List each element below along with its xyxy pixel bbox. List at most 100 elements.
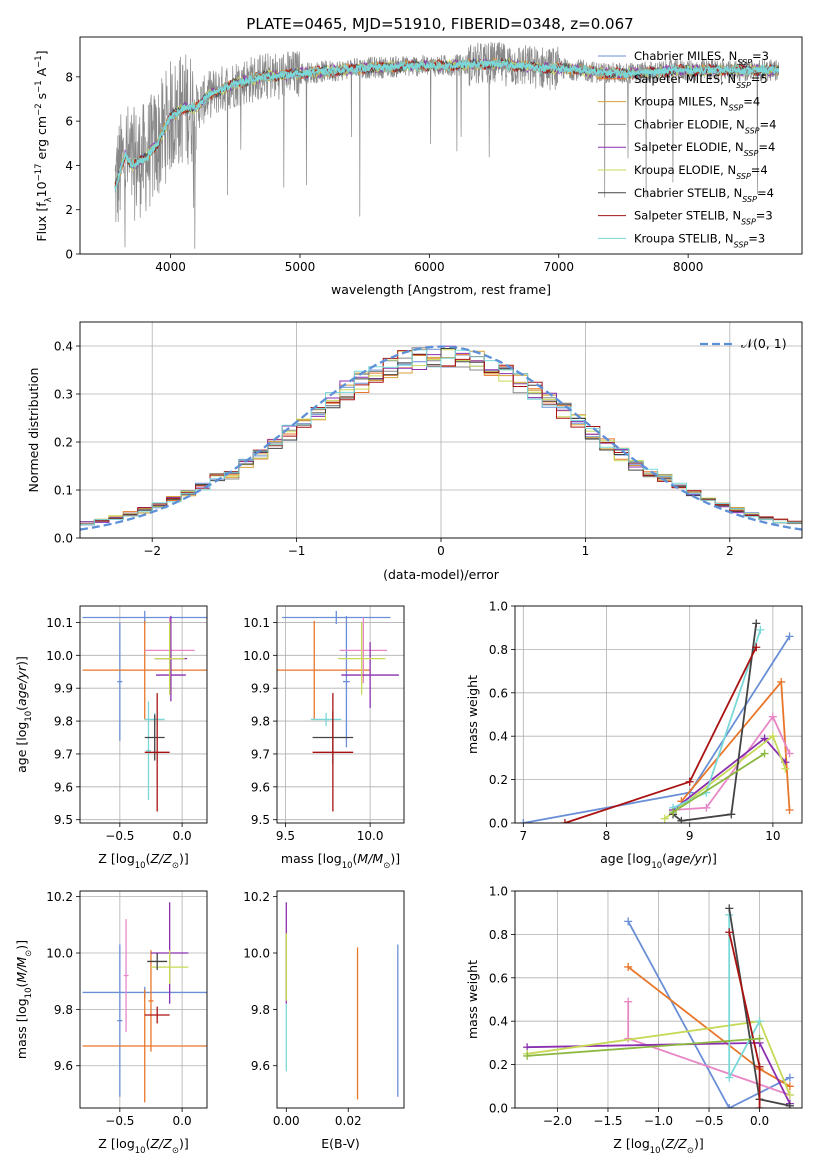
weight-marker — [755, 1034, 764, 1043]
y-tick-label: 4 — [65, 159, 73, 173]
y-tick-label: 0.2 — [489, 1058, 508, 1072]
x-tick-label: 0.0 — [750, 1114, 769, 1128]
y-tick-label: 1.0 — [489, 885, 508, 899]
y-tick-label: 10.1 — [243, 616, 270, 630]
y-axis-label: mass weight — [465, 960, 480, 1039]
weight-marker — [727, 810, 736, 819]
y-tick-label: 9.9 — [251, 682, 270, 696]
legend: Chabrier MILES, NSSP=3 Salpeter MILES, NS… — [598, 49, 776, 249]
weight-marker — [677, 816, 686, 823]
normal-curve-line — [80, 345, 802, 531]
errorbar-point — [145, 701, 151, 800]
y-tick-label: 10.2 — [46, 890, 73, 904]
weight-marker — [785, 1101, 794, 1108]
y-tick-label: 9.8 — [251, 715, 270, 729]
y-tick-label: 9.8 — [54, 715, 73, 729]
y-axis-label: Normed distribution — [26, 368, 41, 493]
y-tick-label: 10.0 — [46, 947, 73, 961]
y-tick-label: 0.6 — [489, 686, 508, 700]
y-tick-label: 9.6 — [251, 1059, 270, 1073]
axes-frame — [79, 605, 208, 824]
legend-label: 𝒩(0, 1) — [741, 336, 787, 351]
y-tick-label: 10.0 — [243, 649, 270, 663]
y-tick-label: 9.5 — [251, 813, 270, 827]
weight-marker — [725, 1104, 734, 1108]
x-tick-label: 8000 — [673, 260, 704, 274]
weight-marker — [660, 814, 669, 823]
y-tick-label: 10.0 — [243, 947, 270, 961]
y-tick-label: 0.8 — [489, 643, 508, 657]
weight-marker — [519, 819, 528, 823]
x-tick-label: 0 — [437, 544, 445, 558]
axes-frame — [79, 890, 208, 1109]
weight-marker — [755, 1104, 764, 1108]
y-tick-label: 9.6 — [251, 780, 270, 794]
weight-marker — [624, 962, 633, 971]
x-tick-label: 2 — [726, 544, 734, 558]
x-axis-label: (data-model)/error — [383, 567, 500, 582]
y-tick-label: 0.0 — [489, 1102, 508, 1116]
errorbar-point — [117, 622, 123, 741]
weight-series-line — [527, 1037, 760, 1057]
y-tick-label: 0.6 — [489, 971, 508, 985]
y-tick-label: 10.0 — [46, 649, 73, 663]
x-tick-label: −1.0 — [644, 1114, 673, 1128]
errorbar-point — [123, 919, 129, 1032]
errorbar-point — [148, 950, 154, 1052]
x-tick-label: −1 — [288, 544, 306, 558]
x-tick-label: −0.5 — [694, 1114, 723, 1128]
plot-area — [82, 610, 207, 812]
x-axis-label: mass [log10(M/M⊙)] — [281, 851, 400, 871]
weight-marker — [760, 734, 769, 743]
x-tick-label: 7 — [519, 829, 527, 843]
histogram-step — [80, 348, 802, 525]
x-tick-label: 6000 — [414, 260, 445, 274]
x-tick-label: 10 — [765, 829, 780, 843]
weight-marker — [624, 917, 633, 926]
axes-frame — [79, 321, 803, 539]
weight-marker — [523, 1051, 532, 1060]
panel-weight-vs-age: 7 8 9 10 0.0 0.2 0.4 0.6 0.8 1.0 age [log10(age/yr… — [465, 600, 803, 871]
weight-marker — [755, 1017, 764, 1026]
x-tick-label: 9 — [686, 829, 694, 843]
x-tick-label: 8 — [603, 829, 611, 843]
weight-marker — [785, 749, 794, 758]
weight-series-line — [672, 629, 762, 809]
x-tick-label: −0.5 — [105, 829, 134, 843]
weight-series-line — [728, 932, 761, 1108]
y-tick-label: 0.2 — [489, 773, 508, 787]
errorbar-point — [117, 944, 123, 1097]
panel-age-vs-Z: −0.5 0.0 9.5 9.6 9.7 9.8 9.9 10.0 10.1 Z [log10(Z… — [14, 605, 208, 871]
y-tick-label: 1.0 — [489, 600, 508, 614]
y-tick-label: 6 — [65, 115, 73, 129]
model-spectrum-line — [114, 59, 780, 191]
errorbar-point — [310, 712, 342, 727]
y-tick-label: 9.7 — [54, 747, 73, 761]
x-tick-label: 0.02 — [335, 1114, 362, 1128]
x-tick-label: 1 — [582, 544, 590, 558]
histogram-step — [80, 349, 802, 525]
axes-frame — [514, 605, 803, 824]
weight-marker — [768, 732, 777, 741]
x-tick-label: 9.5 — [276, 829, 295, 843]
plot-area — [114, 41, 780, 249]
weight-marker — [702, 803, 711, 812]
y-tick-label: 9.7 — [251, 747, 270, 761]
y-tick-label: 10.2 — [243, 890, 270, 904]
weight-marker — [768, 712, 777, 721]
legend-label: Salpeter STELIB, NSSP=3 — [634, 209, 773, 227]
plot-area — [82, 902, 207, 1103]
errorbar-point — [155, 655, 186, 695]
x-axis-label: age [log10(age/yr)] — [600, 851, 717, 871]
weight-marker — [752, 643, 761, 652]
errorbar-point — [147, 953, 168, 970]
plot-area — [523, 904, 794, 1108]
y-tick-label: 0.0 — [489, 817, 508, 831]
x-tick-label: 10.0 — [357, 829, 384, 843]
axes-frame — [276, 605, 405, 824]
y-tick-label: 0.4 — [54, 340, 73, 354]
y-axis-label: Flux [fλ10−17 erg cm−2 s−1 A−1] — [34, 50, 54, 241]
panel-residuals: −2 −1 0 1 2 0.0 0.1 0.2 0.3 0.4 𝒩(0, 1) (data-model… — [26, 321, 803, 582]
weight-marker — [725, 1073, 734, 1082]
